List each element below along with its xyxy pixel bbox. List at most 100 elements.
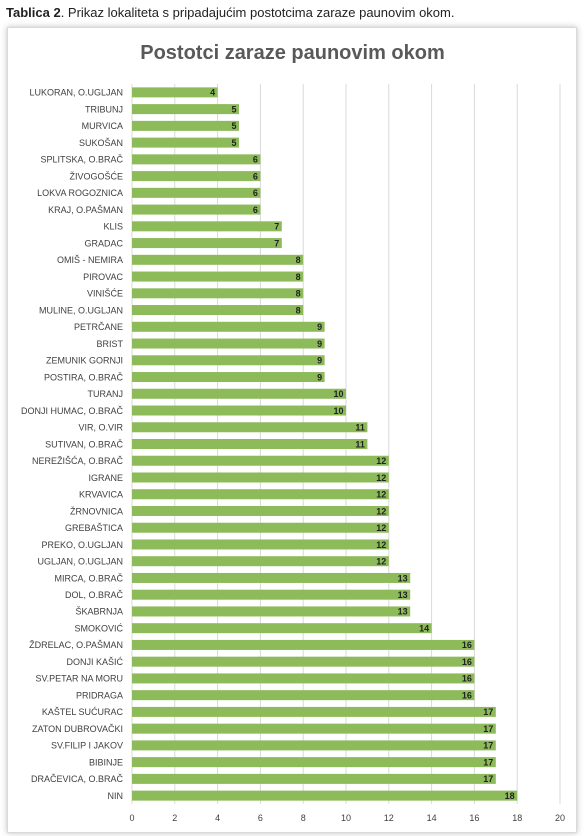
data-label: 16 bbox=[462, 640, 472, 650]
data-label: 16 bbox=[462, 657, 472, 667]
category-label: OMIŠ - NEMIRA bbox=[57, 255, 123, 265]
data-label: 5 bbox=[231, 104, 236, 114]
bar bbox=[132, 422, 368, 433]
bar bbox=[132, 137, 239, 148]
data-label: 12 bbox=[376, 557, 386, 567]
category-label: DONJI KAŠIĆ bbox=[66, 657, 123, 667]
category-labels: LUKORAN, O.UGLJAN TRIBUNJ MURVICA SUKOŠAN SP… bbox=[21, 88, 124, 801]
bar bbox=[132, 589, 411, 600]
data-label: 12 bbox=[376, 490, 386, 500]
bar bbox=[132, 606, 411, 617]
chart-title: Postotci zaraze paunovim okom bbox=[140, 42, 445, 64]
bar bbox=[132, 87, 218, 98]
data-label: 13 bbox=[398, 590, 408, 600]
x-tick-label: 10 bbox=[341, 813, 351, 823]
category-label: LOKVA ROGOZNICA bbox=[37, 188, 123, 198]
bar bbox=[132, 338, 325, 349]
bar bbox=[132, 706, 496, 717]
category-label: DRAČEVICA, O.BRAČ bbox=[31, 774, 124, 784]
category-label: VIR, O.VIR bbox=[78, 423, 123, 433]
category-label: VINIŠĆE bbox=[87, 289, 123, 299]
data-label: 12 bbox=[376, 456, 386, 466]
bar bbox=[132, 656, 475, 667]
category-label: NIN bbox=[108, 791, 124, 801]
data-label: 17 bbox=[483, 707, 493, 717]
category-label: PRIDRAGA bbox=[76, 690, 123, 700]
x-tick-label: 0 bbox=[129, 813, 134, 823]
data-label: 17 bbox=[483, 774, 493, 784]
bar bbox=[132, 690, 475, 701]
bar bbox=[132, 489, 389, 500]
data-label: 5 bbox=[231, 121, 236, 131]
bar bbox=[132, 104, 239, 115]
bar bbox=[132, 288, 304, 299]
category-label: ŽDRELAC, O.PAŠMAN bbox=[29, 640, 123, 650]
bar bbox=[132, 472, 389, 483]
x-tick-label: 12 bbox=[384, 813, 394, 823]
bar bbox=[132, 405, 346, 416]
category-label: PIROVAC bbox=[83, 272, 123, 282]
data-label: 5 bbox=[231, 138, 236, 148]
data-label: 10 bbox=[333, 389, 343, 399]
category-label: BRIST bbox=[96, 339, 123, 349]
data-label: 12 bbox=[376, 506, 386, 516]
bar bbox=[132, 790, 518, 801]
bar bbox=[132, 757, 496, 768]
bar bbox=[132, 723, 496, 734]
category-label: SV.PETAR NA MORU bbox=[35, 674, 123, 684]
bar bbox=[132, 572, 411, 583]
data-label: 8 bbox=[296, 272, 301, 282]
x-tick-label: 16 bbox=[469, 813, 479, 823]
bar bbox=[132, 238, 282, 249]
data-label: 13 bbox=[398, 573, 408, 583]
category-label: NEREŽIŠĆA, O.BRAČ bbox=[32, 456, 124, 466]
bar bbox=[132, 740, 496, 751]
bar bbox=[132, 221, 282, 232]
category-label: ZATON DUBROVAČKI bbox=[32, 724, 123, 734]
category-label: ZEMUNIK GORNJI bbox=[46, 356, 123, 366]
bars: 4 5 5 5 6 6 6 6 7 7 8 8 8 8 9 9 9 9 10 10 11 11 12 12 12 12 12 12 12… bbox=[132, 87, 518, 801]
category-label: SPLITSKA, O.BRAČ bbox=[40, 155, 123, 165]
caption-text: . Prikaz lokaliteta s pripadajućim posto… bbox=[60, 5, 455, 20]
category-label: SUKOŠAN bbox=[79, 138, 123, 148]
x-tick-labels: 0 2 4 6 8 10 12 14 16 18 20 bbox=[129, 813, 565, 823]
bar bbox=[132, 455, 389, 466]
data-label: 17 bbox=[483, 741, 493, 751]
bar bbox=[132, 187, 261, 198]
data-label: 7 bbox=[274, 238, 279, 248]
data-label: 11 bbox=[355, 439, 365, 449]
category-label: GREBAŠTICA bbox=[65, 523, 123, 533]
data-label: 9 bbox=[317, 339, 322, 349]
category-label: ŽRNOVNICA bbox=[70, 506, 123, 516]
category-label: KRAJ, O.PAŠMAN bbox=[48, 205, 123, 215]
category-label: LUKORAN, O.UGLJAN bbox=[29, 88, 123, 98]
data-label: 12 bbox=[376, 473, 386, 483]
category-label: BIBINJE bbox=[89, 757, 123, 767]
bar bbox=[132, 355, 325, 366]
bar bbox=[132, 154, 261, 165]
data-label: 12 bbox=[376, 523, 386, 533]
x-tick-label: 8 bbox=[301, 813, 306, 823]
category-label: MULINE, O.UGLJAN bbox=[39, 305, 123, 315]
data-label: 9 bbox=[317, 356, 322, 366]
data-label: 4 bbox=[210, 88, 215, 98]
bar bbox=[132, 305, 304, 316]
category-label: KAŠTEL SUĆURAC bbox=[42, 707, 124, 717]
category-label: GRADAC bbox=[84, 238, 123, 248]
data-label: 6 bbox=[253, 155, 258, 165]
category-label: ŠKABRNJA bbox=[75, 607, 123, 617]
data-label: 16 bbox=[462, 690, 472, 700]
table-caption: Tablica 2. Prikaz lokaliteta s pripadaju… bbox=[6, 5, 454, 20]
bar bbox=[132, 204, 261, 215]
category-label: IGRANE bbox=[88, 473, 123, 483]
bar bbox=[132, 773, 496, 784]
category-label: PETRČANE bbox=[74, 322, 123, 332]
data-label: 9 bbox=[317, 322, 322, 332]
data-label: 17 bbox=[483, 724, 493, 734]
category-label: SUTIVAN, O.BRAČ bbox=[45, 439, 123, 449]
bar bbox=[132, 673, 475, 684]
category-label: TRIBUNJ bbox=[85, 104, 123, 114]
category-label: SV.FILIP I JAKOV bbox=[51, 741, 123, 751]
x-tick-label: 4 bbox=[215, 813, 220, 823]
caption-label: Tablica 2 bbox=[6, 5, 61, 20]
